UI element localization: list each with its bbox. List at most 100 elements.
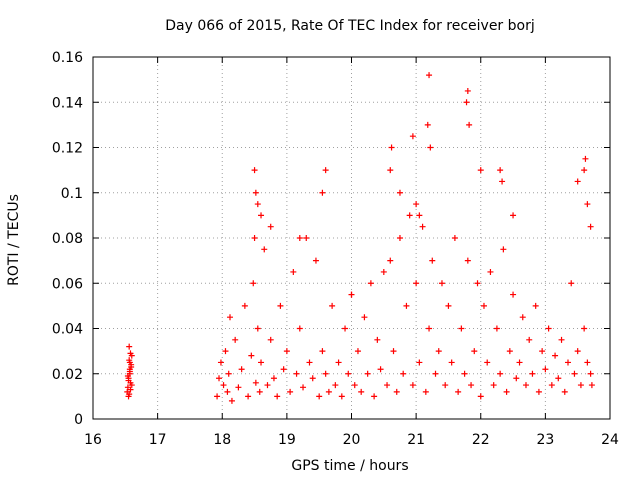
data-point <box>448 359 455 366</box>
data-point <box>396 189 403 196</box>
data-point <box>532 302 539 309</box>
x-tick-label: 24 <box>601 432 619 448</box>
data-point <box>426 72 433 79</box>
data-point <box>228 397 235 404</box>
data-point <box>232 336 239 343</box>
data-point <box>267 223 274 230</box>
data-point <box>222 348 229 355</box>
data-point <box>461 370 468 377</box>
data-point <box>329 302 336 309</box>
data-point <box>126 359 133 366</box>
data-point <box>577 382 584 389</box>
data-point <box>251 235 258 241</box>
y-tick-label: 0.08 <box>52 231 83 247</box>
data-point <box>332 382 339 389</box>
data-point <box>303 235 310 241</box>
y-tick-label: 0.02 <box>52 367 83 383</box>
data-point <box>220 382 227 389</box>
data-point <box>464 87 471 94</box>
y-tick-label: 0.06 <box>52 276 83 292</box>
data-point <box>581 325 588 332</box>
data-point <box>581 167 588 174</box>
data-point <box>429 257 436 264</box>
data-point <box>529 370 536 377</box>
data-point <box>361 314 368 321</box>
data-point <box>358 388 365 395</box>
data-point <box>264 382 271 389</box>
data-point <box>252 379 259 386</box>
data-point <box>277 302 284 309</box>
data-point <box>248 352 255 359</box>
data-point <box>306 359 313 366</box>
data-point <box>126 343 133 350</box>
data-point <box>316 393 323 400</box>
data-point <box>217 359 224 366</box>
data-point <box>367 280 374 287</box>
data-point <box>388 144 395 151</box>
x-tick-label: 16 <box>84 432 102 448</box>
data-point <box>319 348 326 355</box>
data-point <box>309 375 316 382</box>
data-point <box>241 302 248 309</box>
data-point <box>225 370 232 377</box>
data-point <box>300 384 307 391</box>
data-point <box>227 314 234 321</box>
data-point <box>468 382 475 389</box>
data-point <box>451 235 458 241</box>
data-point <box>568 280 575 287</box>
data-point <box>413 201 420 208</box>
data-point <box>574 348 581 355</box>
data-point <box>548 382 555 389</box>
data-point <box>584 201 591 208</box>
y-axis-label: ROTI / TECUs <box>6 194 22 286</box>
data-point <box>250 280 257 287</box>
data-point <box>561 388 568 395</box>
y-tick-label: 0.14 <box>52 95 83 111</box>
data-point <box>396 235 403 241</box>
data-point <box>403 302 410 309</box>
data-point <box>128 382 135 389</box>
data-point <box>413 280 420 287</box>
marks-layer <box>124 72 595 404</box>
data-point <box>126 368 133 375</box>
grid-layer <box>93 57 610 419</box>
data-point <box>499 178 506 185</box>
data-point <box>258 212 265 219</box>
data-point <box>471 348 478 355</box>
data-point <box>477 393 484 400</box>
data-point <box>487 268 494 275</box>
x-tick-label: 19 <box>278 432 296 448</box>
data-point <box>406 212 413 219</box>
data-point <box>497 167 504 174</box>
data-point <box>312 257 319 264</box>
data-point <box>409 382 416 389</box>
data-point <box>371 393 378 400</box>
y-tick-label: 0.1 <box>61 186 83 202</box>
data-point <box>322 167 329 174</box>
y-tick-label: 0.04 <box>52 322 83 338</box>
data-point <box>416 212 423 219</box>
data-point <box>258 359 265 366</box>
data-point <box>493 325 500 332</box>
x-tick-label: 20 <box>343 432 361 448</box>
data-point <box>522 382 529 389</box>
data-point <box>516 359 523 366</box>
data-point <box>552 352 559 359</box>
data-point <box>564 359 571 366</box>
data-point <box>545 325 552 332</box>
data-point <box>338 393 345 400</box>
data-point <box>267 336 274 343</box>
data-point <box>438 280 445 287</box>
data-point <box>480 302 487 309</box>
data-point <box>290 268 297 275</box>
data-point <box>464 257 471 264</box>
y-tick-label: 0.12 <box>52 141 83 157</box>
data-point <box>374 336 381 343</box>
data-point <box>584 359 591 366</box>
data-point <box>214 393 221 400</box>
data-point <box>319 189 326 196</box>
data-point <box>510 212 517 219</box>
data-point <box>500 246 507 253</box>
